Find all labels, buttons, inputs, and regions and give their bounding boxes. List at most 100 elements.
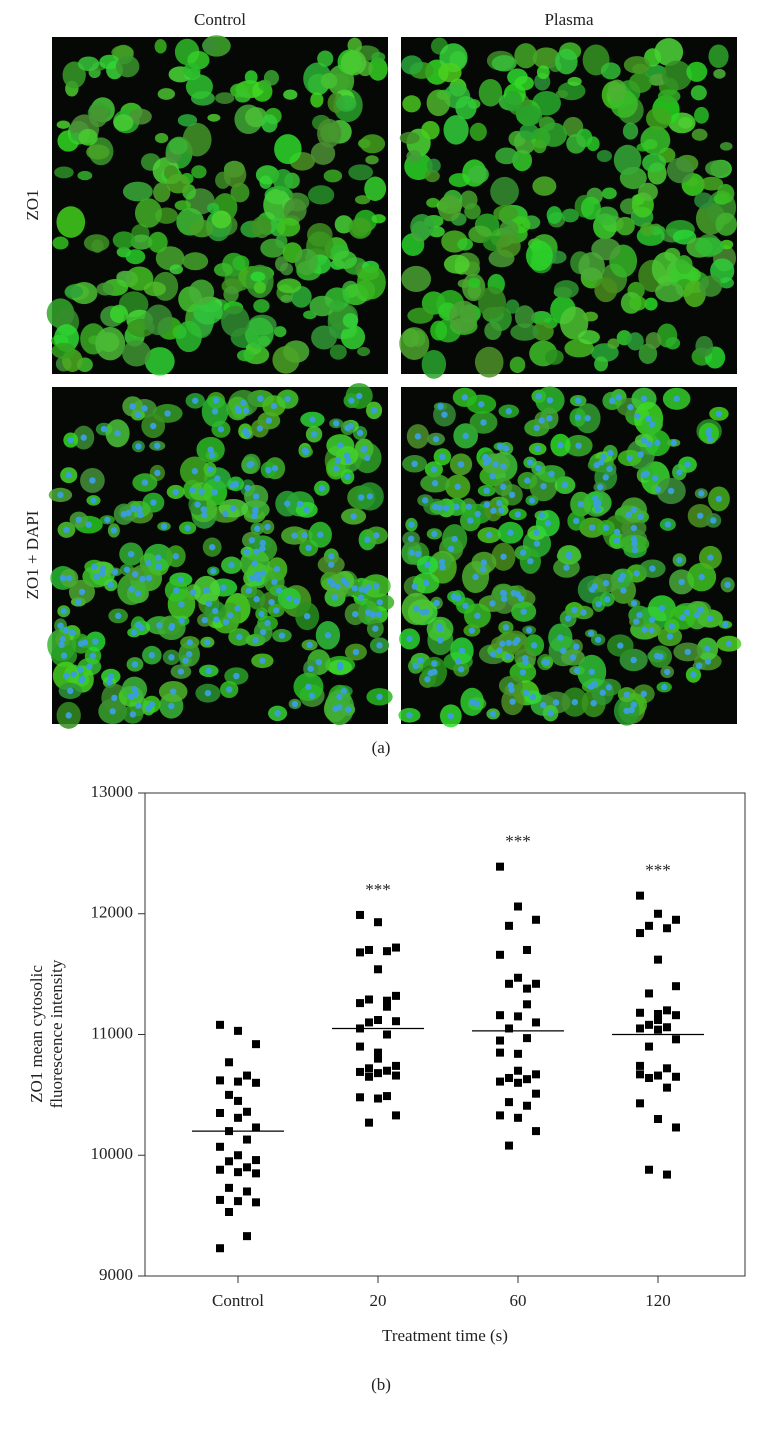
nucleus <box>630 506 638 514</box>
micrograph <box>398 386 742 728</box>
nucleus <box>182 657 189 664</box>
cell <box>468 277 481 288</box>
nucleus <box>591 680 599 687</box>
cell <box>261 114 278 133</box>
nucleus <box>433 599 440 607</box>
nucleus <box>540 702 547 709</box>
nucleus <box>242 407 250 414</box>
data-point <box>505 1098 513 1107</box>
data-point <box>234 1096 242 1105</box>
cell <box>174 200 192 211</box>
cell <box>424 169 440 183</box>
cell <box>594 356 609 372</box>
cell <box>112 231 136 249</box>
cell <box>83 234 110 252</box>
cell <box>276 217 301 237</box>
nucleus <box>575 442 582 449</box>
nucleus <box>525 626 533 634</box>
nucleus <box>584 415 591 422</box>
nucleus <box>407 535 415 543</box>
nucleus <box>630 600 638 607</box>
nucleus <box>436 625 444 633</box>
cell <box>566 133 587 154</box>
nucleus <box>623 707 630 715</box>
cell <box>122 340 151 367</box>
nucleus <box>657 653 664 660</box>
data-point <box>365 995 373 1004</box>
significance: *** <box>365 880 391 899</box>
nucleus <box>637 513 644 521</box>
nucleus <box>130 629 138 636</box>
data-point <box>672 1035 680 1044</box>
nucleus <box>273 565 281 573</box>
cell <box>169 264 184 275</box>
cell <box>144 304 173 336</box>
nucleus <box>173 587 180 594</box>
data-point <box>645 1073 653 1082</box>
cell <box>694 192 714 209</box>
cell <box>183 62 201 79</box>
data-point <box>523 1000 531 1009</box>
nucleus <box>557 634 564 641</box>
nucleus <box>411 460 418 468</box>
significance: *** <box>645 861 671 880</box>
cell <box>154 39 167 54</box>
cell <box>320 72 338 89</box>
nucleus <box>309 416 316 423</box>
data-point <box>252 1040 260 1049</box>
cell <box>401 55 423 75</box>
cell <box>294 248 319 276</box>
cell <box>694 106 709 124</box>
data-point <box>243 1135 251 1144</box>
cell <box>283 89 298 100</box>
nucleus <box>523 689 530 697</box>
nucleus <box>705 430 713 437</box>
nucleus <box>673 395 680 402</box>
data-point <box>663 924 671 933</box>
nucleus <box>424 676 431 683</box>
cell <box>144 347 175 376</box>
cell <box>317 50 334 67</box>
cell <box>221 305 250 337</box>
data-point <box>252 1156 260 1165</box>
cell <box>157 88 175 100</box>
cell <box>505 299 520 314</box>
nucleus <box>725 640 733 647</box>
nucleus <box>109 708 116 715</box>
nucleus <box>490 507 497 514</box>
data-point <box>514 1113 522 1122</box>
nucleus <box>431 530 438 538</box>
nucleus <box>573 667 581 674</box>
nucleus <box>172 488 179 496</box>
cell <box>95 326 126 361</box>
data-point <box>645 989 653 998</box>
nucleus <box>561 481 569 489</box>
nucleus <box>306 641 313 649</box>
nucleus <box>361 445 368 452</box>
nucleus <box>534 445 541 453</box>
nucleus <box>164 410 171 417</box>
nucleus <box>375 611 383 618</box>
nucleus <box>135 443 142 450</box>
nucleus <box>194 501 201 508</box>
panel-label: (b) <box>371 1375 391 1394</box>
cell <box>555 48 578 75</box>
data-point <box>234 1151 242 1160</box>
data-point <box>374 965 382 974</box>
nucleus <box>318 485 326 492</box>
nucleus <box>99 565 107 573</box>
cell <box>354 195 371 205</box>
nucleus <box>499 640 506 647</box>
cell <box>516 105 543 126</box>
nucleus <box>707 554 714 561</box>
data-point <box>225 1208 233 1217</box>
cell <box>109 304 129 324</box>
data-point <box>392 1071 400 1080</box>
nucleus <box>168 654 175 661</box>
nucleus <box>514 511 521 518</box>
data-point <box>532 1018 540 1027</box>
cell <box>716 183 735 204</box>
cell <box>364 176 387 201</box>
nucleus <box>253 548 260 555</box>
nucleus <box>413 605 420 613</box>
